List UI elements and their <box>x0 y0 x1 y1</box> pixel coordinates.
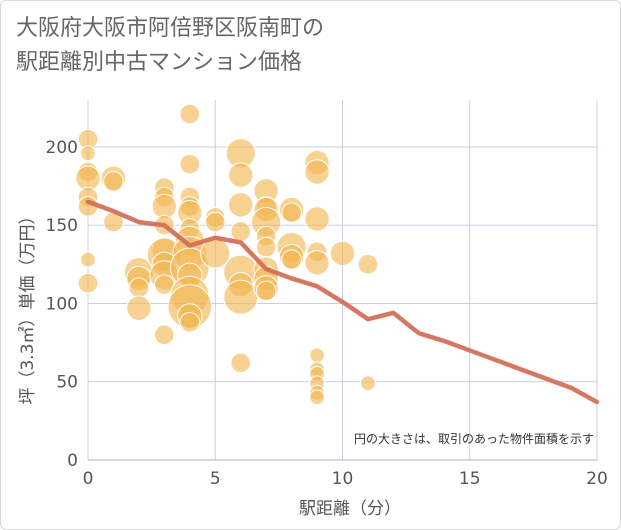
bubble-point-1 <box>80 145 96 162</box>
bubble-point-59 <box>255 280 277 302</box>
y-axis-title: 坪（3.3㎡）単価（万円） <box>18 207 38 404</box>
chart-title: 大阪府大阪市阿倍野区阪南町の 駅距離別中古マンション価格 <box>16 12 606 80</box>
bubble-point-76 <box>329 240 356 267</box>
x-axis-title: 駅距離（分） <box>299 499 401 519</box>
chart-title-line-2: 駅距離別中古マンション価格 <box>16 50 303 75</box>
bubble-point-61 <box>281 202 302 223</box>
bubble-point-43 <box>228 162 254 188</box>
y-tick-label-2: 100 <box>46 294 78 314</box>
bubble-point-77 <box>357 254 379 275</box>
bubble-point-45 <box>230 221 251 242</box>
x-tick-label-2: 10 <box>332 469 354 489</box>
bubble-point-9 <box>103 171 124 192</box>
y-tick-label-0: 0 <box>67 451 78 471</box>
size-annotation: 円の大きさは、取引のあった物件面積を示す <box>354 431 594 446</box>
bubble-point-70 <box>309 347 325 364</box>
bubble-point-55 <box>255 236 277 258</box>
x-tick-label-4: 20 <box>586 469 608 489</box>
y-tick-label-3: 150 <box>46 216 78 236</box>
bubble-series <box>75 103 379 406</box>
bubble-point-6 <box>80 251 96 268</box>
x-tick-label-1: 5 <box>210 469 221 489</box>
chart-title-line-1: 大阪府大阪市阿倍野区阪南町の <box>16 16 325 41</box>
trend-series <box>85 199 600 405</box>
x-tick-label-0: 0 <box>83 469 94 489</box>
bubble-point-25 <box>179 103 201 125</box>
trend-line <box>85 199 600 405</box>
bubble-point-49 <box>230 352 251 374</box>
bubble-point-48 <box>223 279 259 315</box>
bubble-point-7 <box>77 272 99 294</box>
bubble-point-40 <box>204 211 226 233</box>
bubble-point-69 <box>304 250 330 276</box>
bubble-point-66 <box>304 159 330 185</box>
y-tick-label-4: 200 <box>46 138 78 158</box>
bubble-point-26 <box>179 153 201 175</box>
y-tick-label-1: 50 <box>56 373 78 393</box>
bubble-point-67 <box>304 206 330 232</box>
bubble-point-24 <box>154 324 175 346</box>
x-tick-label-3: 15 <box>459 469 481 489</box>
bubble-point-38 <box>179 311 201 333</box>
bubble-point-78 <box>360 375 376 392</box>
bubble-point-44 <box>228 192 254 218</box>
bubble-point-14 <box>126 295 152 321</box>
bubble-point-13 <box>128 277 150 299</box>
bubble-point-75 <box>309 389 325 406</box>
bubble-point-64 <box>281 249 302 270</box>
